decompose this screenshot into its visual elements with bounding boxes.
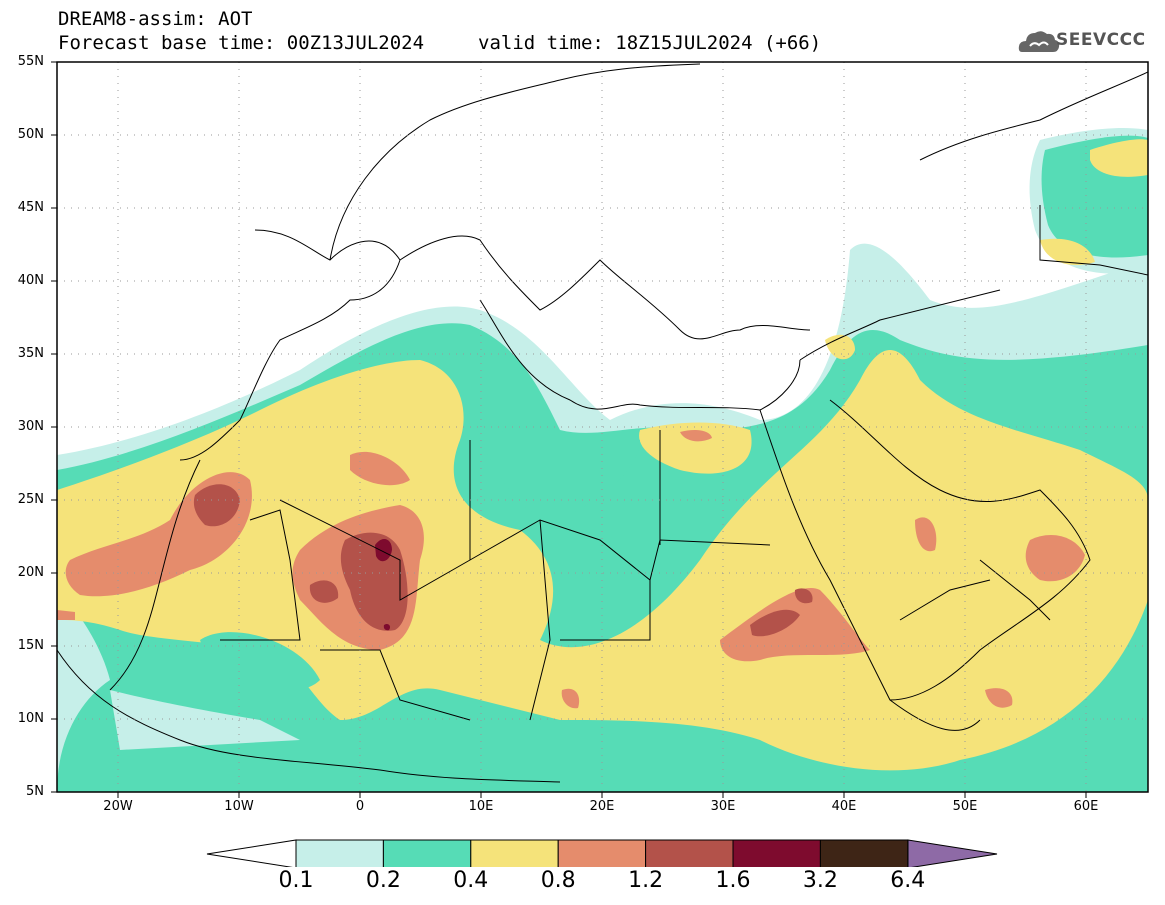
colorbar-under-arrow: [206, 839, 297, 867]
axis-ticks: [51, 61, 1087, 798]
valid-time: valid time: 18Z15JUL2024 (+66): [478, 32, 822, 54]
colorbar-cells: [295, 839, 909, 867]
map-title: DREAM8-assim: AOT: [58, 8, 253, 30]
colorbar-label: 0.8: [540, 868, 576, 893]
lon-label: 40E: [831, 799, 857, 814]
lat-label: 35N: [17, 346, 44, 361]
colorbar: [206, 839, 998, 867]
colorbar-cell: [470, 839, 559, 867]
aot-level-0.4: [57, 350, 1148, 771]
lat-label: 15N: [17, 638, 44, 653]
forecast-base-time: Forecast base time: 00Z13JUL2024: [58, 32, 425, 54]
colorbar-cell: [645, 839, 734, 867]
lat-label: 5N: [26, 784, 44, 799]
colorbar-cell: [382, 839, 472, 867]
lon-label: 20E: [589, 799, 615, 814]
colorbar-label: 6.4: [890, 868, 926, 893]
colorbar-label: 0.1: [278, 868, 314, 893]
colorbar-cell: [819, 839, 909, 867]
lon-label: 0: [355, 799, 365, 814]
colorbar-cell: [295, 839, 384, 867]
lat-label: 45N: [17, 200, 44, 215]
colorbar-label: 3.2: [802, 868, 838, 893]
lat-label: 20N: [17, 565, 44, 580]
cloud-icon: [1018, 31, 1060, 52]
lon-label: 50E: [952, 799, 978, 814]
lat-label: 55N: [17, 54, 44, 69]
lat-label: 40N: [17, 273, 44, 288]
lon-label: 10E: [468, 799, 494, 814]
lon-label: 30E: [710, 799, 736, 814]
colorbar-label: 0.4: [453, 868, 489, 893]
aot-level-1.2: [193, 484, 240, 527]
country-borders: [57, 63, 1148, 783]
seevccc-logo: SEEVCCC: [1056, 30, 1146, 50]
colorbar-label: 1.6: [715, 868, 751, 893]
colorbar-cell: [732, 839, 821, 867]
colorbar-cell: [557, 839, 647, 867]
lat-label: 10N: [17, 711, 44, 726]
colorbar-label: 1.2: [628, 868, 664, 893]
colorbar-label: 0.2: [365, 868, 401, 893]
lat-label: 30N: [17, 419, 44, 434]
graticule: [57, 62, 1148, 792]
lat-label: 25N: [17, 492, 44, 507]
aot-level-1.6: [375, 538, 392, 562]
lon-label: 60E: [1073, 799, 1099, 814]
lon-label: 20W: [103, 799, 133, 814]
lat-label: 50N: [17, 127, 44, 142]
colorbar-over-arrow: [907, 839, 998, 867]
lon-label: 10W: [224, 799, 254, 814]
